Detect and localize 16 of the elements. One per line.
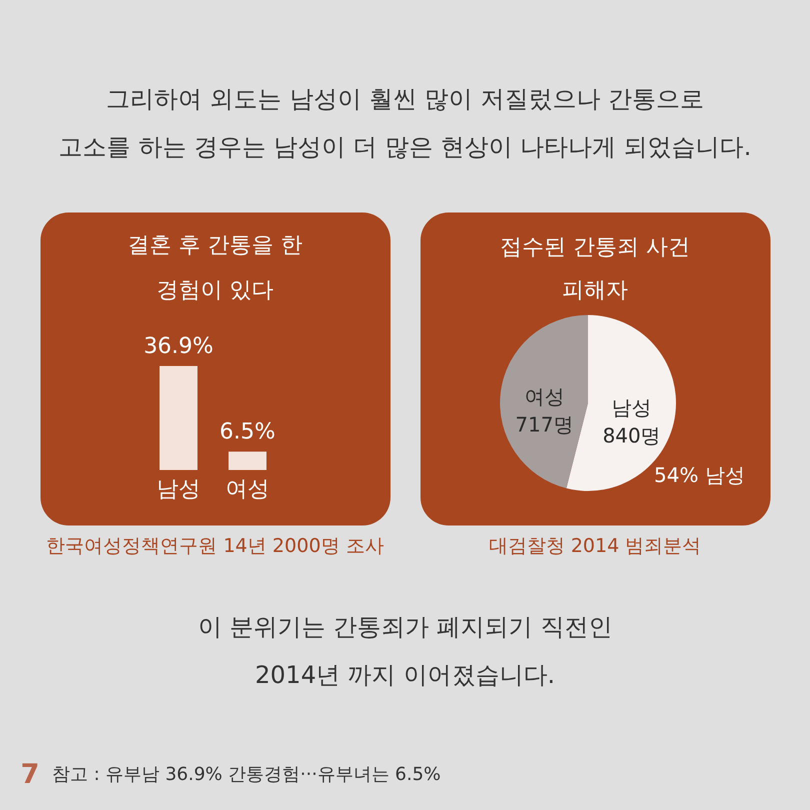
- data-label: 36.9%: [144, 334, 214, 359]
- text: 대검찰청 2014 범죄분석: [488, 535, 702, 557]
- data-label: 717명: [515, 412, 574, 437]
- data-label: 6.5%: [220, 420, 276, 445]
- text: 7: [20, 759, 40, 790]
- slice-label: 남성: [612, 395, 652, 420]
- chart-title: 결혼 후 간통을 한 경험이 있다: [128, 233, 302, 303]
- pie-slice: [500, 315, 588, 488]
- text: 그리하여 외도는 남성이 훨씬 많이 저질렀으나 간통으로 고소를 하는 경우는 남성이 더 많은 현상이 나타나게 되었습니다.: [58, 85, 752, 161]
- data-label: 840명: [602, 423, 661, 448]
- chart-title: 접수된 간통죄 사건 피해자: [500, 235, 690, 303]
- text: 참고 : 유부남 36.9% 간통경험···유부녀는 6.5%: [52, 764, 441, 785]
- text: 54% 남성: [654, 463, 745, 487]
- text: 이 분위기는 간통죄가 폐지되기 직전인 2014년 까지 이어졌습니다.: [198, 613, 612, 689]
- slice-label: 여성: [524, 384, 564, 409]
- text: 한국여성정책연구원 14년 2000명 조사: [46, 535, 384, 557]
